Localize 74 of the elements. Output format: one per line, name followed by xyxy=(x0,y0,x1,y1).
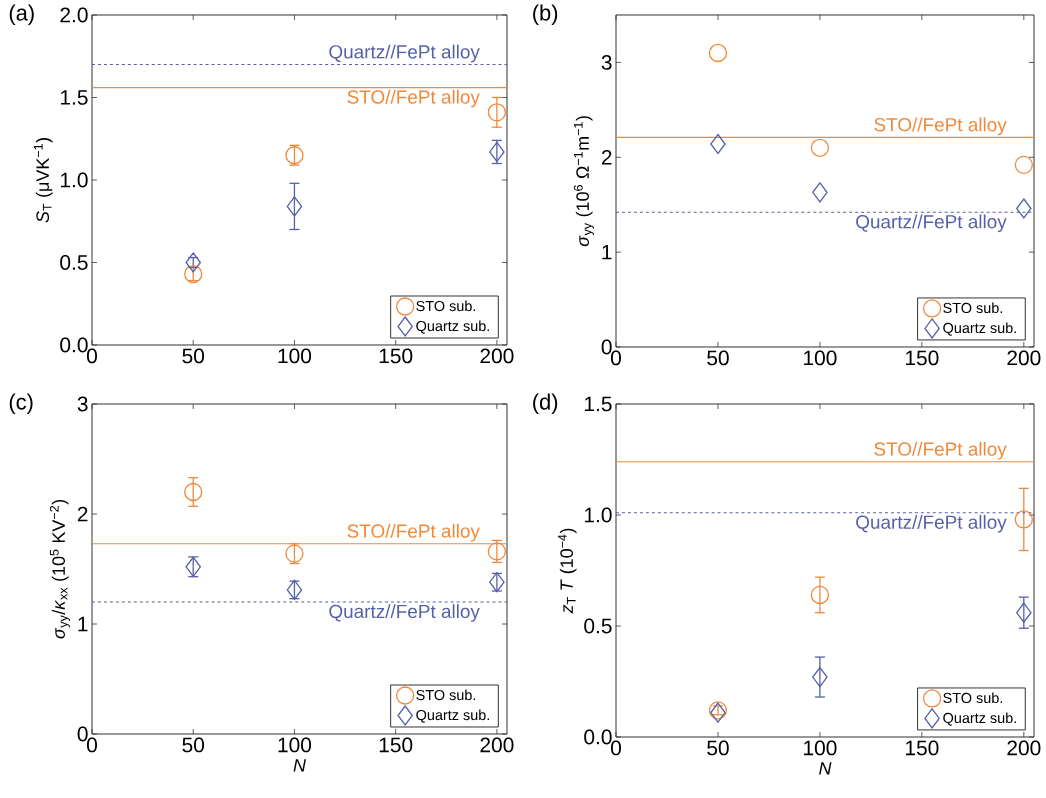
ref-line-label: Quartz//FePt alloy xyxy=(329,44,480,63)
x-tick-label: 50 xyxy=(707,740,729,756)
y-tick-label: 0.5 xyxy=(584,618,612,634)
point xyxy=(487,103,507,122)
ref-line-label: STO//FePt alloy xyxy=(874,117,1007,136)
y-tick-label: 0.0 xyxy=(60,337,88,353)
x-tick-label: 150 xyxy=(379,737,413,753)
point xyxy=(184,264,203,284)
text: σ$_{yy}$ (10$^{6}$ Ω$^{−1}$m$^{−1}$) xyxy=(573,116,595,247)
x-axis-title: N xyxy=(293,759,306,772)
legend-label: STO sub. xyxy=(416,689,476,701)
x-tick-label: 100 xyxy=(804,740,837,756)
y-tick-label: 3 xyxy=(77,396,88,412)
ref-line-label: STO//FePt alloy xyxy=(347,89,480,108)
x-tick-label: 200 xyxy=(1007,740,1041,756)
x-tick-label: 150 xyxy=(906,740,939,756)
ref-line-label: Quartz//FePt alloy xyxy=(856,514,1007,533)
y-tick-label: 1.0 xyxy=(585,507,612,523)
y-tick-label: 1.5 xyxy=(60,90,88,105)
legend-label: Quartz sub. xyxy=(943,712,1016,726)
chart-title: (a) xyxy=(9,4,34,25)
point xyxy=(185,252,201,273)
x-tick-label: 200 xyxy=(480,737,514,753)
x-tick-label: 100 xyxy=(278,348,312,364)
y-tick-label: 0 xyxy=(77,726,88,742)
y-tick-label: 3 xyxy=(601,55,612,70)
chart-title: (d) xyxy=(533,393,558,414)
x-tick-label: 50 xyxy=(182,737,205,753)
y-tick-label: 0.5 xyxy=(60,255,88,270)
legend-label: STO sub. xyxy=(943,302,1003,314)
legend-label: STO sub. xyxy=(416,300,476,312)
point xyxy=(1014,155,1033,175)
y-tick-label: 1.5 xyxy=(585,396,612,412)
y-tick-label: 0.0 xyxy=(584,729,612,745)
y-tick-label: 2.0 xyxy=(60,7,88,23)
legend-label: STO sub. xyxy=(943,692,1003,704)
point xyxy=(812,182,828,203)
x-tick-label: 200 xyxy=(1007,350,1041,366)
x-tick-label: 100 xyxy=(278,737,312,753)
point xyxy=(487,542,507,561)
point xyxy=(1014,510,1033,529)
ref-line-label: STO//FePt alloy xyxy=(347,523,480,542)
point xyxy=(812,666,828,688)
point xyxy=(286,196,303,217)
y-tick-label: 2 xyxy=(77,506,88,522)
chart-title: (b) xyxy=(533,4,558,25)
legend-label: Quartz sub. xyxy=(943,322,1016,336)
point xyxy=(184,482,203,502)
point xyxy=(810,585,830,605)
x-tick-label: 50 xyxy=(182,348,205,364)
y-tick-label: 1.0 xyxy=(60,172,88,188)
x-tick-label: 50 xyxy=(707,350,729,366)
y-axis-title: z$_{T}$ T (10$^{−4}$) xyxy=(557,528,577,614)
chart-title: (c) xyxy=(9,393,33,414)
point xyxy=(1016,602,1032,623)
point xyxy=(710,133,726,155)
x-tick-label: 150 xyxy=(379,348,413,364)
x-tick-label: 150 xyxy=(906,350,939,366)
point xyxy=(810,138,830,157)
x-tick-label: 200 xyxy=(480,348,514,364)
point xyxy=(708,43,728,63)
y-tick-label: 2 xyxy=(601,149,612,165)
legend-label: Quartz sub. xyxy=(416,709,489,723)
y-tick-label: 1 xyxy=(602,244,612,260)
text: σ$_{yy}$/κ$_{xx}$ (10$^{5}$ KV$^{−2}$) xyxy=(49,499,71,639)
y-tick-label: 1 xyxy=(78,616,88,632)
ref-line-label: Quartz//FePt alloy xyxy=(856,214,1007,233)
legend-label: Quartz sub. xyxy=(416,320,489,334)
ref-line-label: STO//FePt alloy xyxy=(874,441,1007,460)
x-axis-title: N xyxy=(819,762,832,775)
point xyxy=(1016,198,1032,219)
x-tick-label: 100 xyxy=(804,350,837,366)
ref-line-label: Quartz//FePt alloy xyxy=(329,604,480,622)
y-axis-title: S$_{T}$ (μVK$^{−1}$) xyxy=(33,138,53,223)
